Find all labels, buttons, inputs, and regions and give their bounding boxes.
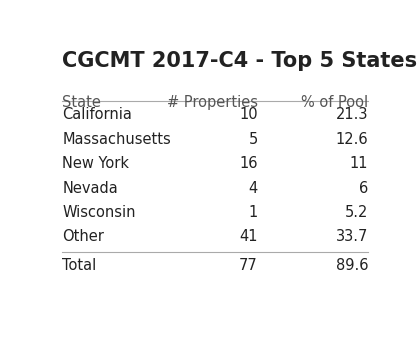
Text: Other: Other <box>62 229 104 244</box>
Text: Total: Total <box>62 257 97 273</box>
Text: New York: New York <box>62 156 129 171</box>
Text: Wisconsin: Wisconsin <box>62 205 136 220</box>
Text: State: State <box>62 95 101 110</box>
Text: CGCMT 2017-C4 - Top 5 States: CGCMT 2017-C4 - Top 5 States <box>62 51 417 71</box>
Text: California: California <box>62 108 132 122</box>
Text: 5: 5 <box>248 132 257 147</box>
Text: 33.7: 33.7 <box>336 229 368 244</box>
Text: 41: 41 <box>239 229 257 244</box>
Text: 89.6: 89.6 <box>336 257 368 273</box>
Text: 12.6: 12.6 <box>336 132 368 147</box>
Text: 16: 16 <box>239 156 257 171</box>
Text: 21.3: 21.3 <box>336 108 368 122</box>
Text: Massachusetts: Massachusetts <box>62 132 171 147</box>
Text: Nevada: Nevada <box>62 181 118 195</box>
Text: 77: 77 <box>239 257 257 273</box>
Text: 1: 1 <box>248 205 257 220</box>
Text: 11: 11 <box>350 156 368 171</box>
Text: # Properties: # Properties <box>167 95 257 110</box>
Text: 4: 4 <box>248 181 257 195</box>
Text: 5.2: 5.2 <box>345 205 368 220</box>
Text: 10: 10 <box>239 108 257 122</box>
Text: % of Pool: % of Pool <box>301 95 368 110</box>
Text: 6: 6 <box>359 181 368 195</box>
